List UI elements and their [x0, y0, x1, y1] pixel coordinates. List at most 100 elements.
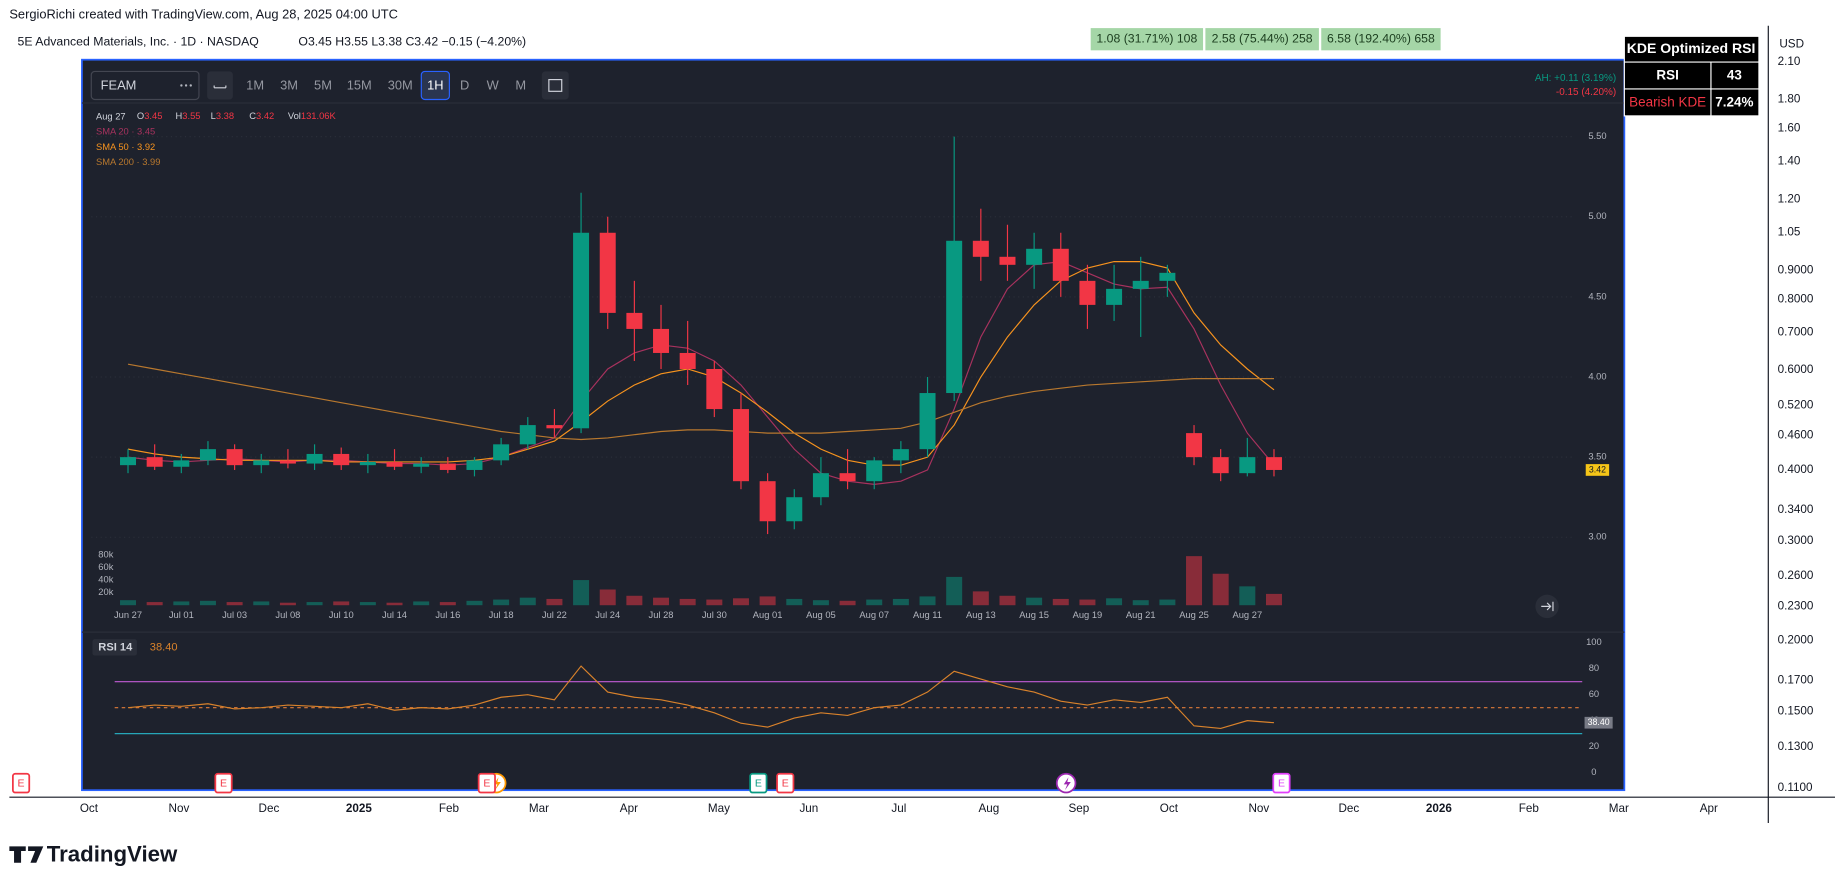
after-hours: AH: +0.11 (3.19%)	[1535, 73, 1616, 84]
time-tick-label: Sep	[1068, 802, 1089, 815]
volume-bar	[386, 602, 403, 606]
volume-bar	[1159, 599, 1176, 606]
interval-button[interactable]: M	[515, 77, 526, 92]
attribution: SergioRichi created with TradingView.com…	[9, 7, 398, 22]
candle-body	[120, 457, 137, 466]
target-label: 6.58 (192.40%) 658	[1327, 31, 1435, 45]
interval-button[interactable]: 30M	[388, 77, 413, 92]
volume-bar	[359, 602, 376, 606]
volume-bar	[839, 600, 856, 606]
candle-body	[1186, 433, 1203, 458]
time-tick-label: Jun	[799, 802, 818, 815]
x-tick-label: Jun 27	[114, 610, 142, 620]
symbol-title: 5E Advanced Materials, Inc. · 1D · NASDA…	[18, 34, 259, 48]
earnings-label: E	[782, 778, 789, 790]
earnings-marker[interactable]	[1272, 772, 1291, 794]
chart-type-button[interactable]	[207, 71, 233, 100]
interval-button[interactable]: W	[487, 77, 500, 92]
candle-body	[946, 240, 963, 394]
interval-button[interactable]: 5M	[314, 77, 332, 92]
rsi-tick-label: 80	[1589, 663, 1599, 673]
volume-bar	[253, 601, 270, 606]
target-label: 1.08 (31.71%) 108	[1096, 31, 1197, 45]
x-tick-label: Aug 19	[1073, 610, 1103, 620]
time-tick-label: Feb	[439, 802, 460, 815]
legend-key: Vol	[288, 112, 301, 122]
time-tick-label: Oct	[80, 802, 99, 815]
price-tick-label: 0.1700	[1778, 674, 1814, 687]
volume-bar	[333, 601, 350, 606]
candle-body	[413, 463, 430, 467]
rsi-tick-label: 60	[1589, 689, 1599, 699]
volume-bar	[519, 597, 536, 606]
x-tick-label: Jul 10	[329, 610, 354, 620]
volume-bar	[439, 602, 456, 606]
calendar-icon	[548, 79, 563, 92]
interval-button[interactable]: D	[460, 77, 469, 92]
volume-bar	[759, 596, 776, 606]
price-tick-label: 1.60	[1778, 122, 1801, 135]
legend-value: 3.38	[216, 112, 234, 122]
volume-bar	[1265, 593, 1282, 606]
time-tick-label: Jul	[891, 802, 906, 815]
rsi-line	[127, 665, 1275, 730]
candle-body	[306, 453, 323, 464]
price-tick-label: 0.3000	[1778, 534, 1814, 547]
symbol-input: FEAM	[101, 77, 137, 92]
interval-button[interactable]: 1M	[246, 77, 264, 92]
volume-bar	[1079, 599, 1096, 606]
time-tick-label: Aug	[978, 802, 999, 815]
earnings-marker[interactable]	[749, 772, 768, 794]
ohlc-legend: Vol131.06K	[288, 112, 337, 122]
table-title: KDE Optimized RSI	[1627, 40, 1756, 56]
y-tick-label: 3.50	[1588, 452, 1606, 462]
ohlc-legend: C3.42	[249, 112, 274, 122]
earnings-marker[interactable]	[477, 772, 496, 794]
ohlc-legend: O3.45	[137, 112, 162, 122]
volume-bar	[599, 589, 616, 606]
price-tick-label: 0.4600	[1778, 429, 1814, 442]
dividend-icon	[1063, 777, 1071, 791]
earnings-marker[interactable]	[214, 772, 233, 794]
volume-bar	[919, 596, 936, 606]
time-tick-label: May	[708, 802, 730, 815]
date-range-button[interactable]	[541, 71, 569, 100]
candle-body	[972, 240, 989, 257]
price-tick-label: 0.1500	[1778, 705, 1814, 718]
currency: USD	[1779, 38, 1804, 51]
legend-value: 3.55	[182, 112, 200, 122]
earnings-label: E	[18, 778, 25, 790]
price-tick-label: 0.2000	[1778, 634, 1814, 647]
volume-bar	[413, 601, 430, 606]
volume-tick-label: 80k	[98, 549, 113, 559]
x-tick-label: Aug 25	[1179, 610, 1209, 620]
earnings-marker[interactable]	[11, 772, 31, 794]
interval-button[interactable]: 3M	[280, 77, 298, 92]
rsi-name: RSI 14	[98, 641, 133, 653]
volume-bar	[972, 591, 989, 606]
table-cell: 43	[1727, 68, 1742, 83]
dots	[189, 84, 192, 87]
legend-value: 3.42	[256, 112, 274, 122]
session-change: -0.15 (4.20%)	[1556, 87, 1616, 98]
price-tick-label: 2.10	[1778, 55, 1801, 68]
candle-body	[1026, 248, 1043, 265]
x-tick-label: Aug 05	[806, 610, 836, 620]
candle-body	[599, 232, 616, 313]
time-tick-label: Feb	[1519, 802, 1540, 815]
candle-body	[839, 473, 856, 482]
earnings-marker[interactable]	[776, 772, 795, 794]
rsi-last: 38.40	[1588, 717, 1610, 727]
volume-bar	[306, 602, 323, 606]
interval-button[interactable]: 15M	[347, 77, 372, 92]
volume-bar	[626, 595, 643, 606]
volume-bar	[146, 602, 163, 606]
x-tick-label: Aug 01	[753, 610, 783, 620]
legend-entry: SMA 20 · 3.45	[96, 127, 155, 137]
target-box	[1090, 28, 1204, 51]
volume-bar	[786, 598, 803, 606]
interval-button[interactable]: 1H	[427, 77, 443, 92]
volume-bar	[226, 602, 243, 606]
symbol-box[interactable]	[90, 70, 200, 101]
